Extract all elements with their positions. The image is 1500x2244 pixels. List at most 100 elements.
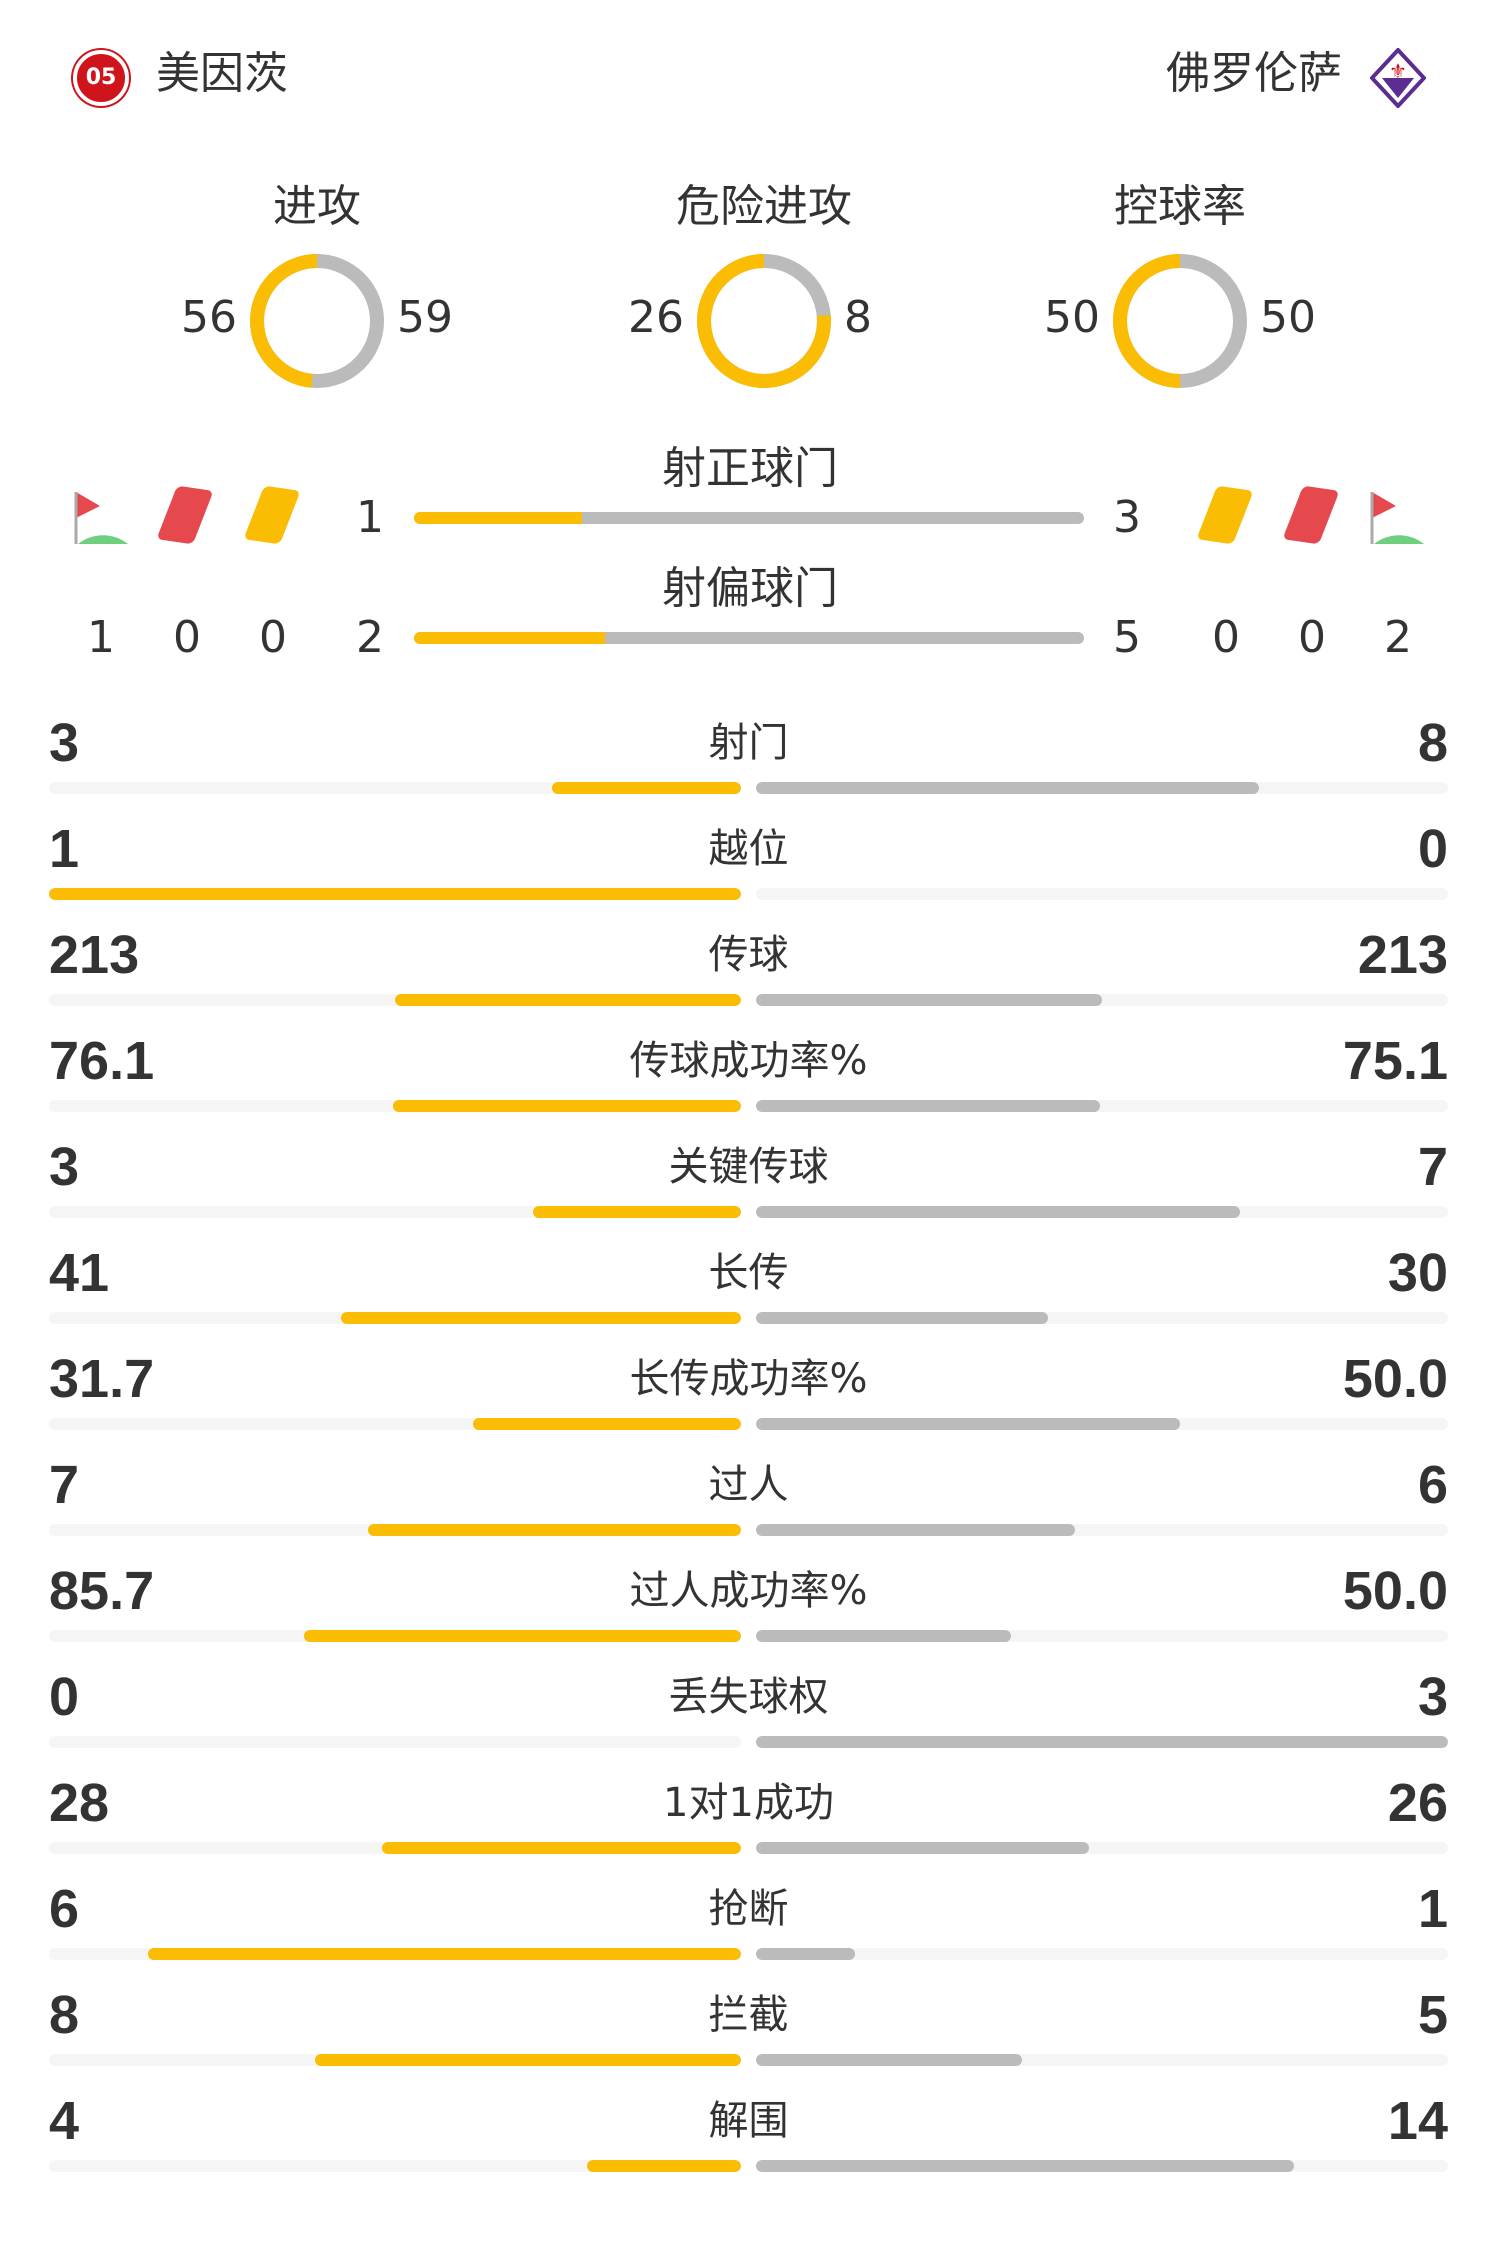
stat-away-value: 8 [1417,713,1448,773]
stat-home-value: 28 [49,1773,110,1833]
stat-home-track [49,1630,741,1642]
stat-away-bar [756,1948,855,1960]
stat-home-track [49,888,741,900]
stat-away-bar [756,994,1102,1006]
stat-away-bar [756,1418,1180,1430]
stat-away-value: 50.0 [1342,1349,1448,1409]
stat-away-track [756,888,1448,900]
stat-away-track [756,1100,1448,1112]
stat-home-value: 31.7 [49,1349,155,1409]
stat-home-value: 3 [49,713,80,773]
stat-away-track [756,2054,1448,2066]
stat-home-value: 3 [49,1137,80,1197]
stat-row: 7 过人 6 [49,1454,1448,1560]
away-red-cards: 0 [1298,612,1326,663]
stat-label: 长传 [708,1250,789,1296]
stat-home-bar [147,1948,741,1960]
stat-home-value: 4 [49,2091,80,2151]
stat-away-bar [756,1842,1090,1854]
stat-home-track [49,1842,741,1854]
donut-home-arc [1113,254,1247,388]
away-logo-icon: ⚜ [1370,48,1426,108]
donut-label: 控球率 [1114,181,1246,232]
stat-row: 41 长传 30 [49,1242,1448,1348]
home-shots-off-target: 2 [356,612,384,663]
stat-away-value: 1 [1417,1879,1448,1939]
corner-flag-icon [1370,492,1424,544]
stat-away-value: 30 [1387,1243,1448,1303]
stat-home-track [49,994,741,1006]
stat-home-track [49,1100,741,1112]
stat-away-value: 50.0 [1342,1561,1448,1621]
stat-home-bar [587,2160,741,2172]
stat-home-track [49,782,741,794]
stat-away-bar [756,2054,1023,2066]
stat-home-value: 76.1 [49,1031,155,1091]
stat-home-value: 41 [49,1243,110,1303]
donut-chart [1113,254,1247,388]
stat-away-value: 7 [1417,1137,1448,1197]
shots-off-target-bar [414,632,1084,644]
stat-label: 传球成功率% [629,1038,868,1084]
stat-home-value: 6 [49,1879,80,1939]
stat-away-value: 213 [1357,925,1448,985]
stat-away-bar [756,1524,1076,1536]
stat-home-track [49,1736,741,1748]
stat-away-bar [756,1312,1049,1324]
stat-away-bar [756,1100,1100,1112]
stat-row: 213 传球 213 [49,924,1448,1030]
stat-away-track [756,1736,1448,1748]
stat-away-track [756,1948,1448,1960]
stat-away-track [756,1418,1448,1430]
shots-on-target-label: 射正球门 [662,443,838,494]
home-corners: 1 [87,612,115,663]
stat-label: 过人成功率% [629,1568,868,1614]
stat-away-track [756,1842,1448,1854]
red-card-icon [1282,485,1340,545]
stat-home-bar [341,1312,741,1324]
stat-home-track [49,1206,741,1218]
home-yellow-cards: 0 [259,612,287,663]
stat-row: 8 拦截 5 [49,1984,1448,2090]
donut-chart [697,254,831,388]
stat-away-bar [756,1630,1011,1642]
yellow-card-icon [243,485,301,545]
donut-label: 进攻 [273,181,361,232]
stat-home-track [49,2054,741,2066]
away-corners: 2 [1384,612,1412,663]
stat-away-track [756,1630,1448,1642]
stat-row: 3 关键传球 7 [49,1136,1448,1242]
stat-label: 关键传球 [668,1144,829,1190]
stat-label: 越位 [708,826,789,872]
stat-label: 过人 [708,1462,789,1508]
stat-home-value: 8 [49,1985,80,2045]
donut-away-value: 8 [844,292,872,343]
stat-row: 76.1 传球成功率% 75.1 [49,1030,1448,1136]
stat-home-track [49,1524,741,1536]
stat-label: 传球 [708,932,789,978]
donut-away-value: 50 [1260,292,1316,343]
stat-away-bar [756,782,1260,794]
stat-label: 解围 [708,2098,789,2144]
stat-away-value: 26 [1387,1773,1448,1833]
stat-home-bar [533,1206,741,1218]
stat-row: 31.7 长传成功率% 50.0 [49,1348,1448,1454]
stat-away-value: 75.1 [1342,1031,1448,1091]
home-red-cards: 0 [173,612,201,663]
stat-away-value: 0 [1417,819,1448,879]
stat-away-bar [756,1206,1241,1218]
stat-home-value: 85.7 [49,1561,155,1621]
donut-home-arc [250,254,384,388]
stat-row: 28 1对1成功 26 [49,1772,1448,1878]
stat-home-value: 0 [49,1667,80,1727]
stat-label: 拦截 [708,1992,789,2038]
stat-home-value: 1 [49,819,80,879]
stat-home-bar [552,782,741,794]
stat-label: 抢断 [708,1886,789,1932]
corner-flag-icon [74,492,128,544]
stat-row: 4 解围 14 [49,2090,1448,2196]
stat-away-value: 6 [1417,1455,1448,1515]
donut-home-value: 26 [628,292,684,343]
stat-away-track [756,1312,1448,1324]
stat-row: 0 丢失球权 3 [49,1666,1448,1772]
